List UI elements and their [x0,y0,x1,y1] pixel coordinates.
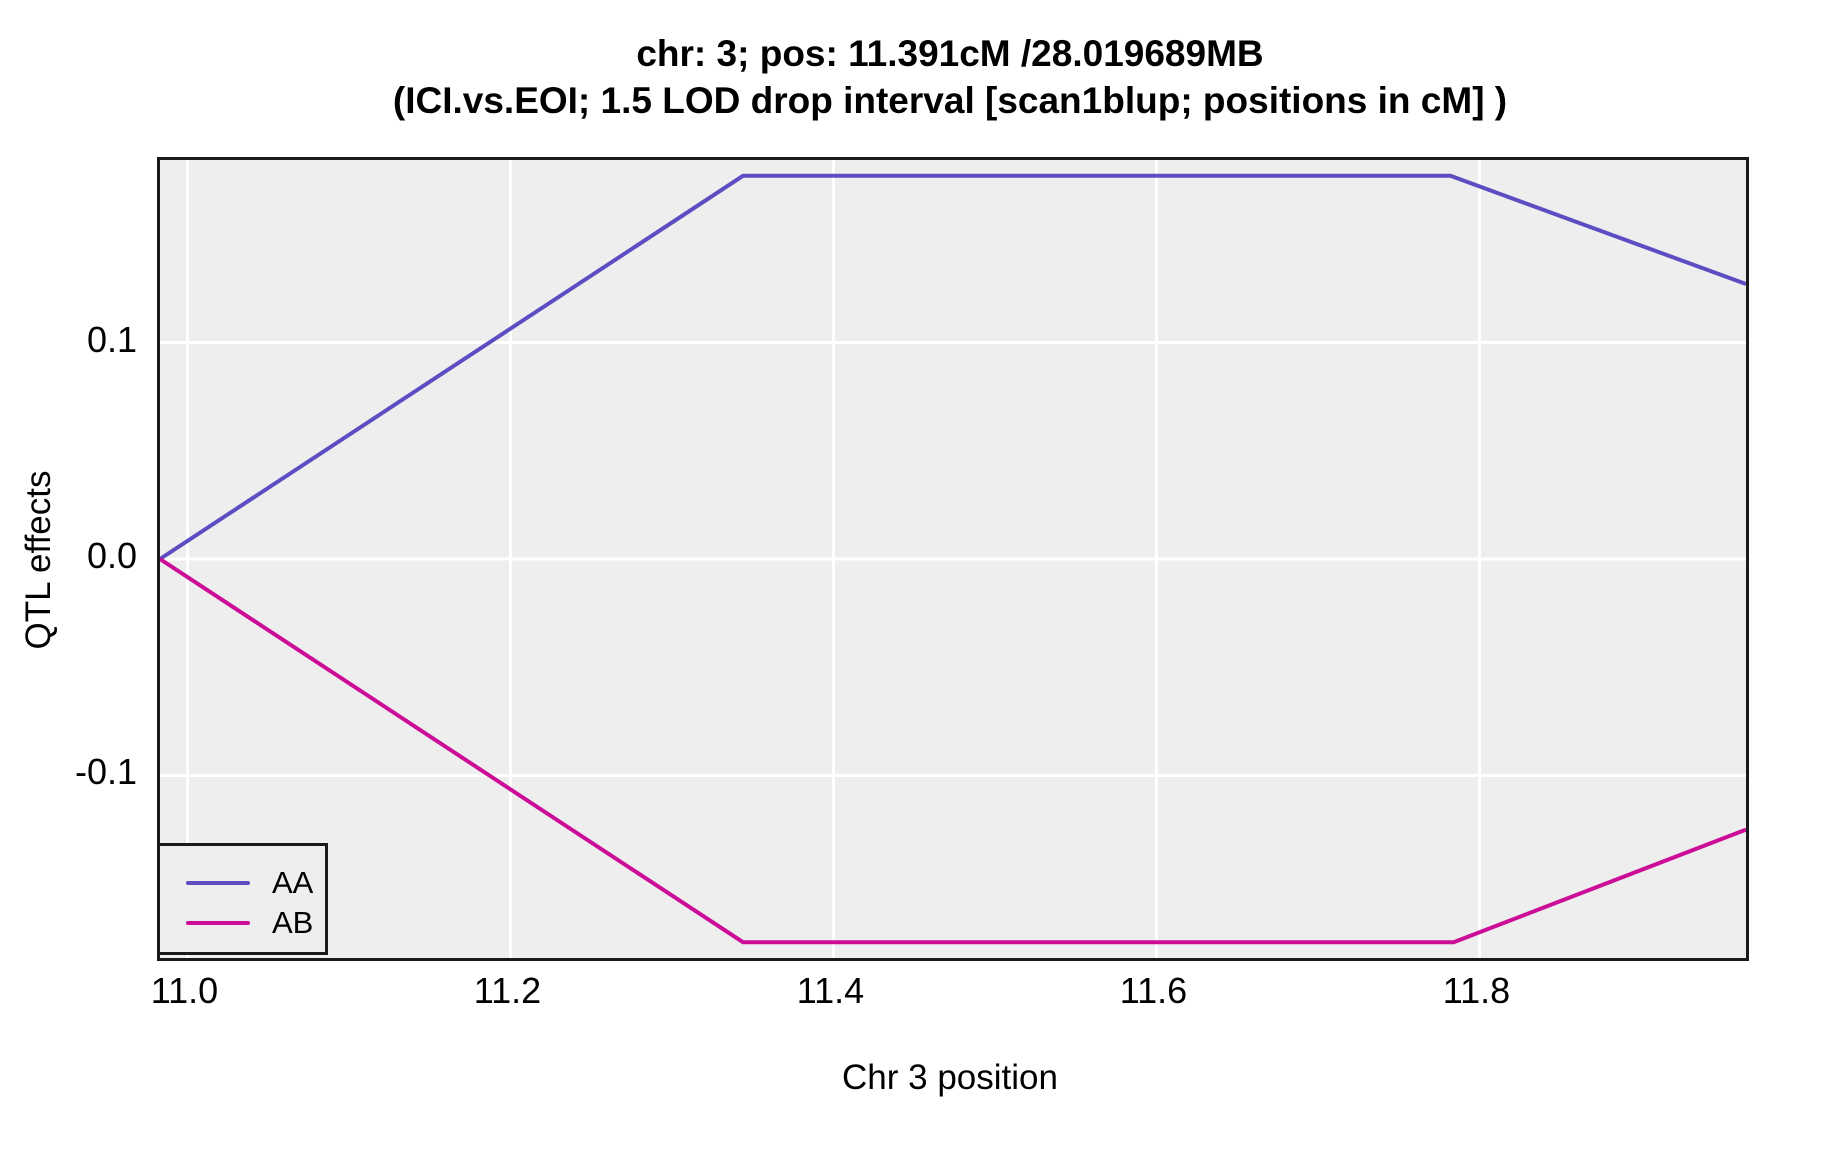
chart-title: chr: 3; pos: 11.391cM /28.019689MB (ICI.… [157,30,1743,124]
series-line-AB [160,557,1746,945]
plot-panel [157,157,1749,961]
legend-label: AA [272,865,314,900]
chart-title-line1: chr: 3; pos: 11.391cM /28.019689MB [636,33,1264,74]
y-tick-label: 0.0 [86,535,137,576]
legend-label: AB [272,905,314,940]
legend-key-line-icon [186,921,250,925]
y-tick-label: 0.1 [86,318,137,360]
x-tick-label: 11.6 [1119,970,1188,1011]
chart-title-line2: (ICI.vs.EOI; 1.5 LOD drop interval [scan… [392,80,1508,121]
series-line-AA [160,173,1746,561]
x-tick-label: 11.2 [473,970,542,1011]
y-axis-title: QTL effects [19,470,58,650]
legend-key-line-icon [186,881,250,885]
plot-area [160,160,1746,958]
x-tick-label: 11.4 [796,970,865,1011]
x-tick-label: 11.8 [1442,970,1511,1011]
x-axis-title: Chr 3 position [842,1058,1058,1097]
y-tick-label: -0.1 [74,751,137,793]
x-tick-label: 11.0 [150,970,219,1011]
legend: AA AB [157,843,328,955]
